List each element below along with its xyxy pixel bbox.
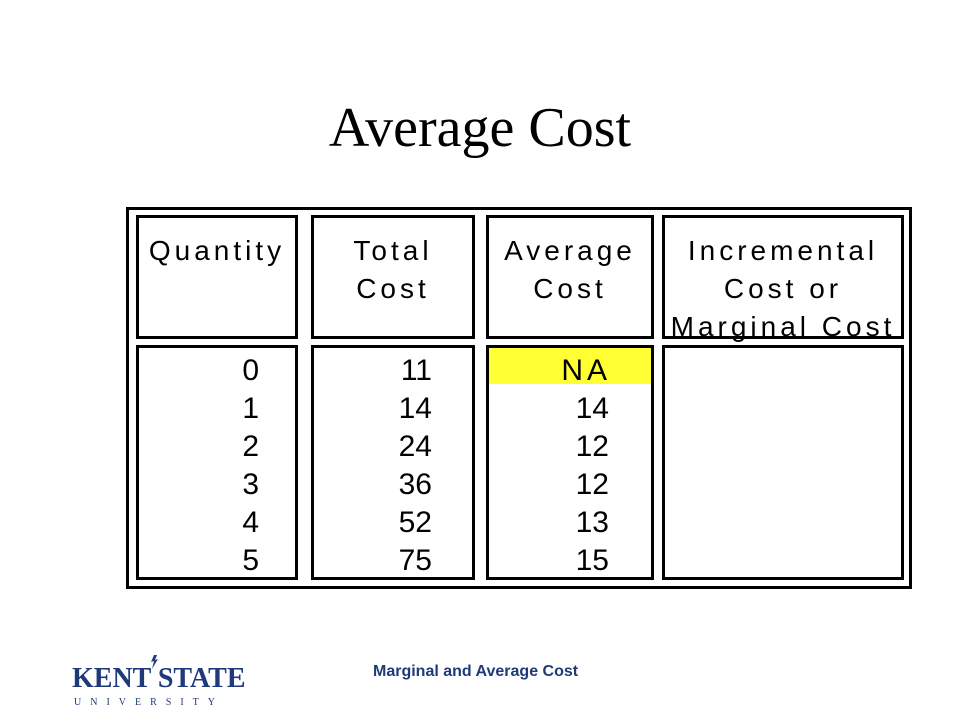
logo-subtitle: UNIVERSITY xyxy=(74,697,224,708)
header-marginal-cost: Incremental Cost or Marginal Cost xyxy=(662,215,904,342)
header-marginal-cost-line-1: Incremental xyxy=(687,235,879,266)
total-cost-value-5: 75 xyxy=(398,544,432,577)
average-cost-value-4: 13 xyxy=(575,506,609,539)
quantity-value-0: 0 xyxy=(242,354,259,387)
quantity-value-4: 4 xyxy=(242,506,259,539)
total-cost-value-2: 24 xyxy=(398,430,432,463)
column-average-cost: NA 14 12 12 13 15 xyxy=(486,345,654,580)
header-average-cost-line-1: Average xyxy=(504,235,636,266)
header-average-cost: Average Cost xyxy=(486,215,654,339)
quantity-value-1: 1 xyxy=(242,392,259,425)
header-total-cost-line-1: Total xyxy=(353,235,433,266)
average-cost-value-2: 12 xyxy=(575,430,609,463)
slide-title: Average Cost xyxy=(328,97,632,159)
average-cost-value-3: 12 xyxy=(575,468,609,501)
quantity-value-3: 3 xyxy=(242,468,259,501)
header-quantity: Quantity xyxy=(136,215,298,339)
average-cost-value-5: 15 xyxy=(575,544,609,577)
column-quantity: 0 1 2 3 4 5 xyxy=(136,345,298,580)
kent-state-logo: KENT STATE UNIVERSITY xyxy=(72,655,246,715)
average-cost-value-0: NA xyxy=(561,354,611,387)
cost-table xyxy=(126,207,912,589)
na-highlight xyxy=(489,348,651,384)
average-cost-value-1: 14 xyxy=(575,392,609,425)
header-average-cost-line-2: Cost xyxy=(533,273,607,304)
header-quantity-line-1: Quantity xyxy=(148,235,286,266)
total-cost-value-1: 14 xyxy=(398,392,432,425)
lightning-icon xyxy=(151,655,158,669)
header-marginal-cost-line-2: Cost or xyxy=(723,273,843,304)
total-cost-value-3: 36 xyxy=(398,468,432,501)
header-total-cost: Total Cost xyxy=(311,215,475,339)
header-marginal-cost-line-3: Marginal Cost xyxy=(670,311,896,342)
total-cost-value-4: 52 xyxy=(398,506,432,539)
quantity-value-5: 5 xyxy=(242,544,259,577)
quantity-value-2: 2 xyxy=(242,430,259,463)
logo-name: KENT STATE xyxy=(72,663,246,694)
total-cost-value-0: 11 xyxy=(400,354,432,387)
slide-footer: Marginal and Average Cost xyxy=(373,663,579,680)
column-marginal-cost xyxy=(662,345,904,580)
column-total-cost: 11 14 24 36 52 75 xyxy=(311,345,475,580)
header-total-cost-line-2: Cost xyxy=(356,273,430,304)
